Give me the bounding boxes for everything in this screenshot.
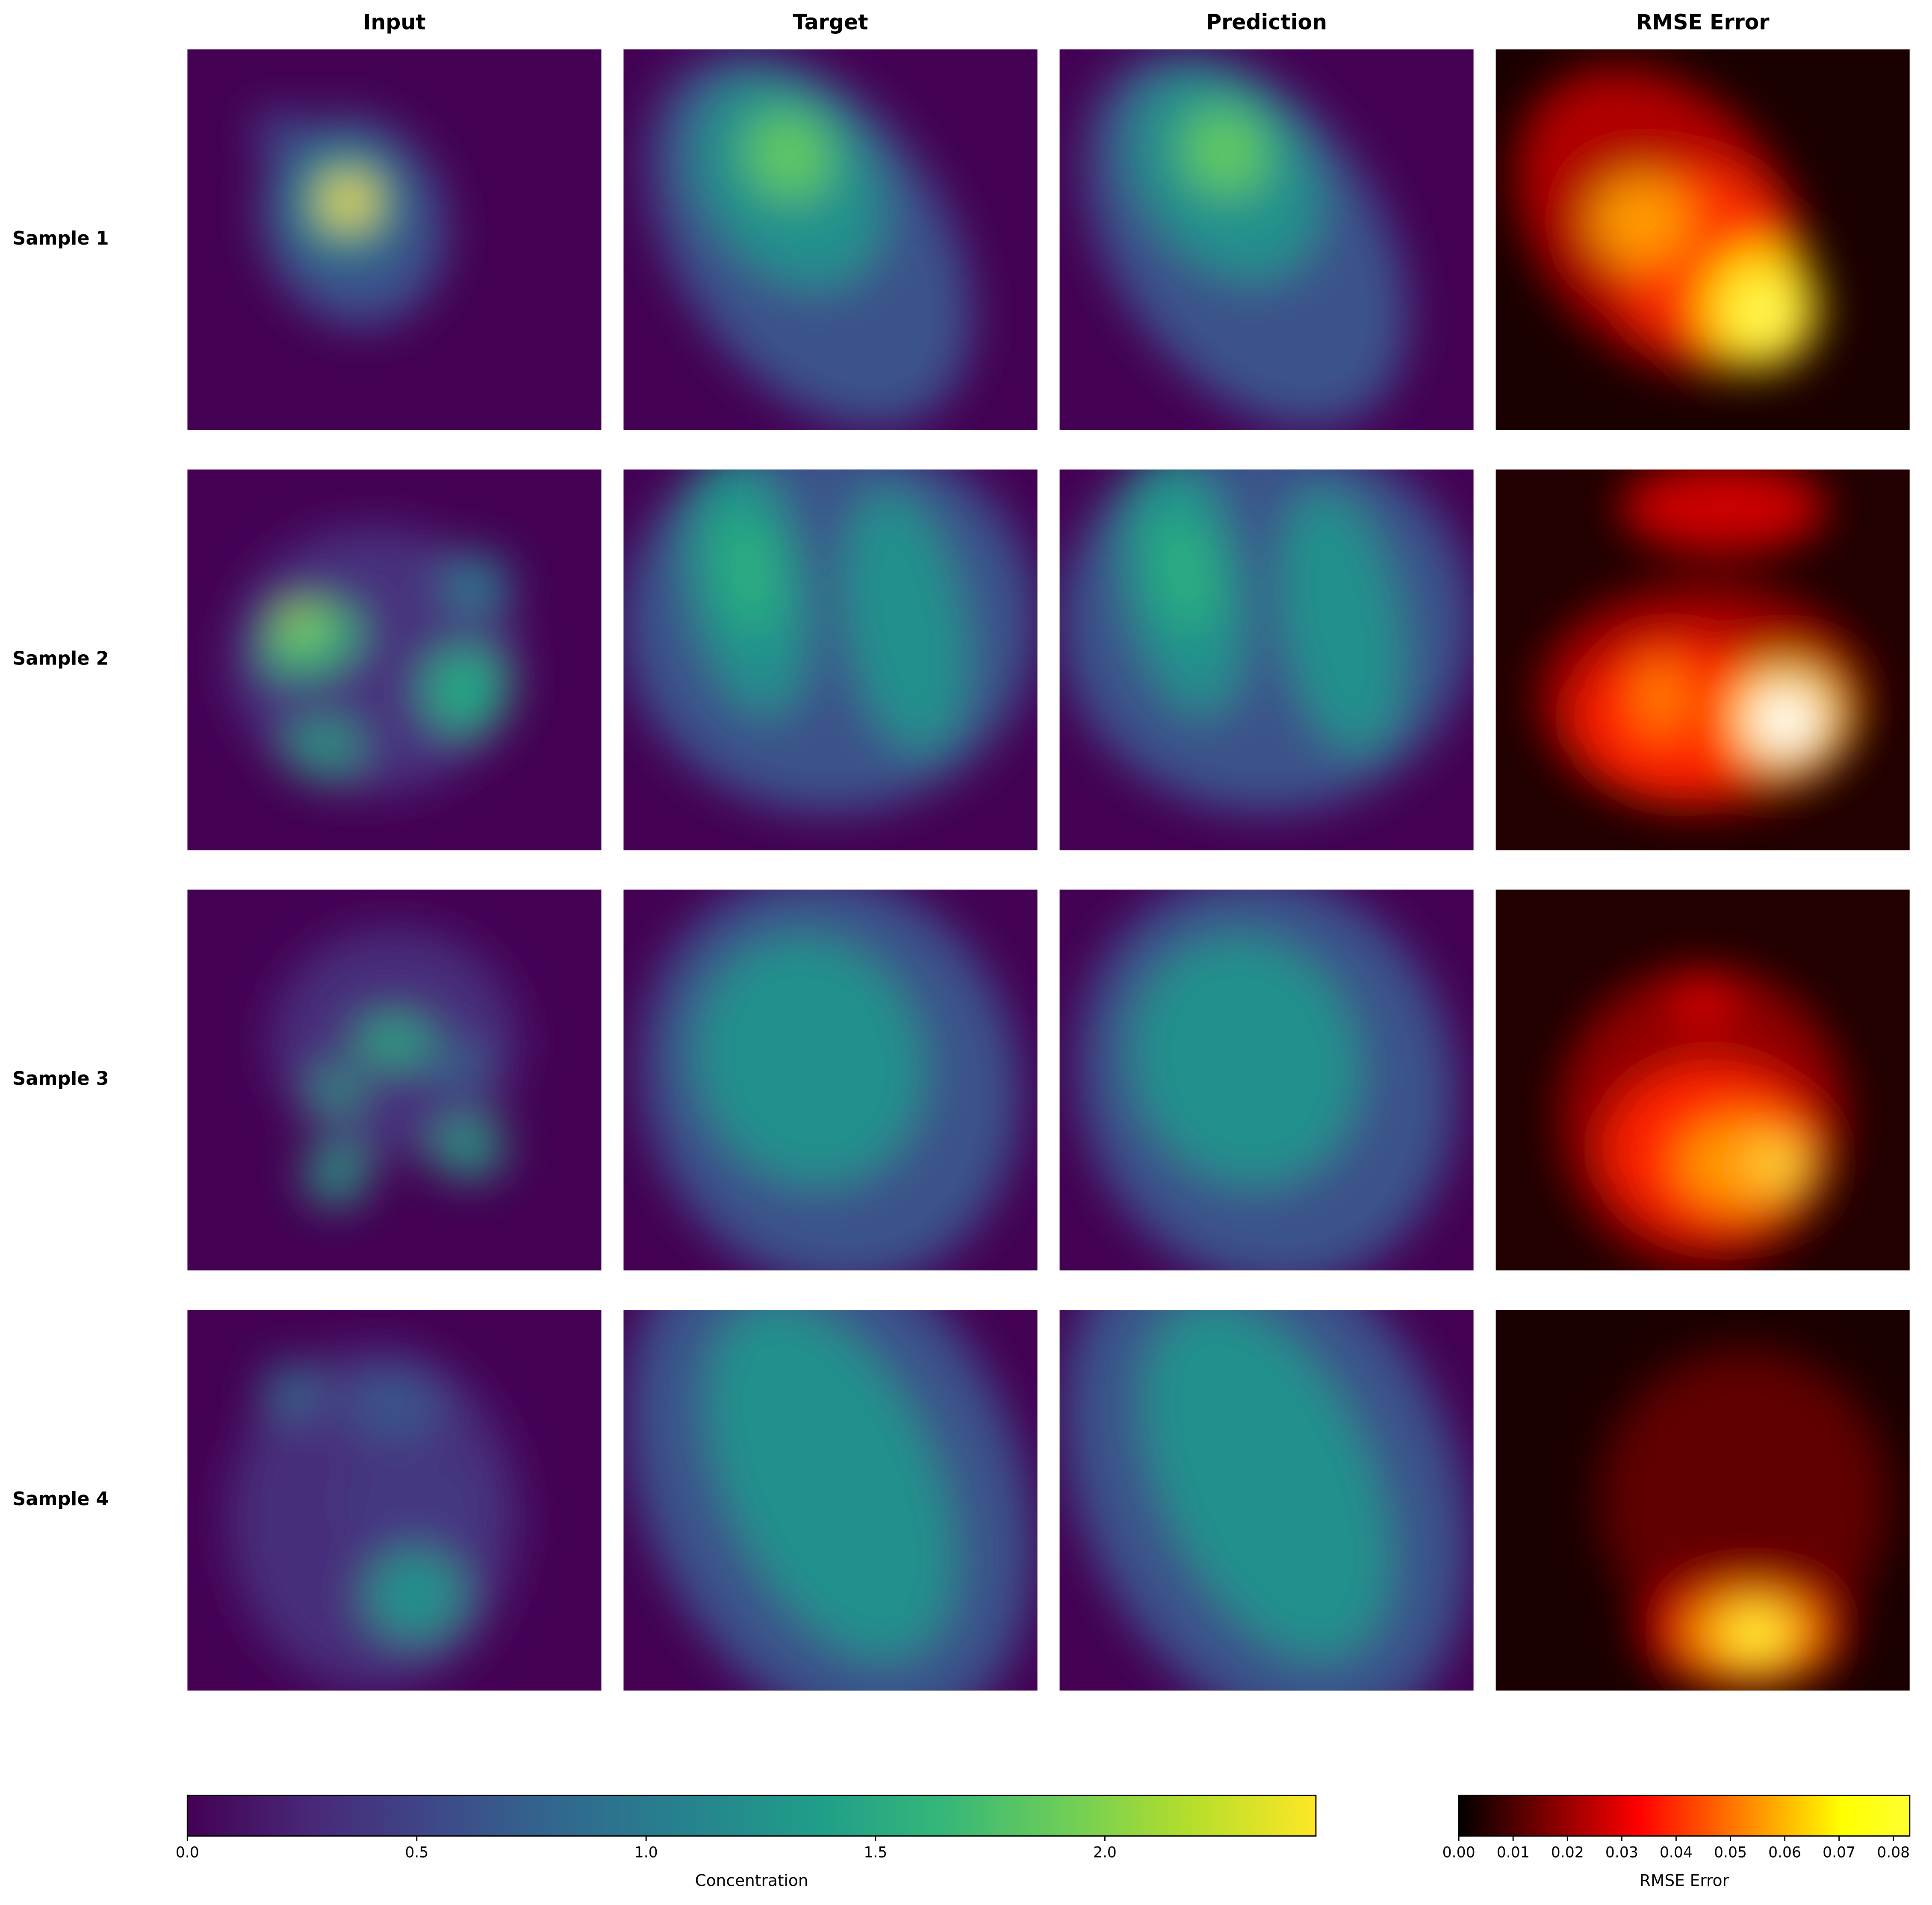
field-blob (1678, 1118, 1811, 1210)
panel-field (270, 927, 519, 1206)
colorbar-label: Concentration (695, 1871, 808, 1890)
field-blob (1678, 981, 1728, 1027)
heatmap-panel (623, 1310, 1038, 1691)
panel-field (229, 526, 519, 793)
field-blob (1731, 1610, 1782, 1657)
heatmap-panel (623, 889, 1038, 1270)
colorbar-tick-label: 2.0 (1093, 1844, 1117, 1861)
field-blob (423, 648, 506, 732)
colorbar-tick-label: 1.5 (864, 1844, 887, 1861)
panel-field (1063, 1310, 1470, 1691)
field-blob (843, 490, 967, 753)
field-blob (427, 1046, 486, 1084)
field-blob (746, 111, 832, 201)
colorbar-tick-label: 0.01 (1497, 1844, 1530, 1861)
panel-field (1059, 469, 1474, 812)
panel-field (1516, 67, 1819, 375)
row-label: Sample 3 (12, 1068, 109, 1090)
colorbar-tick-label: 0.0 (176, 1844, 199, 1861)
heatmap-panel (187, 49, 602, 430)
field-blob (717, 512, 779, 633)
field-blob (303, 1145, 370, 1206)
heatmap-panel (1495, 469, 1910, 851)
field-blob (1752, 1141, 1802, 1187)
heatmap-panel (187, 1310, 602, 1691)
panel-field (229, 1348, 519, 1691)
colorbar-tick-label: 0.5 (405, 1844, 428, 1861)
panel-field (641, 889, 1020, 1270)
column-title: RMSE Error (1636, 10, 1770, 34)
colorbar-tick-label: 0.05 (1714, 1844, 1747, 1861)
colorbar-tick-label: 0.06 (1768, 1844, 1801, 1861)
panel-field (623, 469, 1038, 812)
colorbar-tick-label: 0.04 (1660, 1844, 1693, 1861)
colorbar (186, 1795, 1317, 1837)
panel-field (1557, 966, 1848, 1270)
field-blob (1591, 175, 1690, 266)
colorbar (1458, 1795, 1911, 1837)
column-title: Prediction (1206, 10, 1327, 34)
colorbar-label: RMSE Error (1640, 1871, 1729, 1890)
heatmap-panel (1059, 889, 1474, 1270)
heatmap-panel (623, 49, 1038, 430)
colorbar-tick-label: 0.02 (1551, 1844, 1584, 1861)
field-blob (365, 1550, 465, 1641)
field-blob (1620, 469, 1827, 553)
field-blob (1599, 1348, 1889, 1653)
field-blob (311, 1069, 361, 1114)
field-blob (345, 1367, 444, 1443)
colorbar-tick-label: 0.03 (1605, 1844, 1638, 1861)
field-blob (254, 110, 304, 156)
field-blob (1132, 936, 1360, 1185)
panel-field (1599, 1348, 1889, 1691)
field-blob (1279, 490, 1403, 753)
field-blob (357, 1019, 432, 1065)
row-label: Sample 1 (12, 228, 109, 249)
field-blob (262, 1363, 320, 1417)
heatmap-panel (187, 469, 602, 851)
panel-field (254, 110, 446, 326)
field-blob (1636, 660, 1686, 736)
panel-field (1077, 889, 1456, 1270)
heatmap-panel (1059, 1310, 1474, 1691)
field-blob (324, 179, 374, 224)
field-blob (623, 469, 1038, 812)
column-title: Target (793, 10, 868, 34)
heatmap-panel (1059, 469, 1474, 851)
colorbar-tick-label: 1.0 (634, 1844, 658, 1861)
colorbar-tick-label: 0.08 (1877, 1844, 1910, 1861)
field-blob (1143, 1310, 1390, 1660)
colorbar-tick-label: 0.00 (1442, 1844, 1475, 1861)
panel-field (627, 1310, 1034, 1691)
heatmap-panel (1495, 1310, 1910, 1691)
field-blob (431, 1118, 506, 1179)
field-blob (1059, 469, 1474, 812)
heatmap-panel (1495, 49, 1910, 430)
field-blob (340, 1454, 490, 1546)
heatmap-panel (1059, 49, 1474, 430)
field-blob (1740, 289, 1790, 343)
row-label: Sample 2 (12, 648, 109, 670)
panel-field (648, 52, 972, 428)
column-title: Input (363, 10, 425, 34)
colorbar-tick-label: 0.07 (1823, 1844, 1855, 1861)
field-blob (707, 1310, 954, 1660)
field-blob (696, 936, 923, 1185)
field-blob (286, 717, 361, 778)
row-label: Sample 4 (12, 1489, 109, 1510)
field-blob (444, 553, 510, 614)
panel-field (1537, 469, 1869, 812)
heatmap-panel (187, 889, 602, 1270)
field-blob (1752, 690, 1819, 751)
field-blob (1153, 512, 1215, 633)
heatmap-panel (1495, 889, 1910, 1270)
field-blob (1182, 108, 1268, 197)
field-blob (275, 605, 323, 638)
heatmap-panel (623, 469, 1038, 851)
panel-field (1084, 52, 1408, 428)
